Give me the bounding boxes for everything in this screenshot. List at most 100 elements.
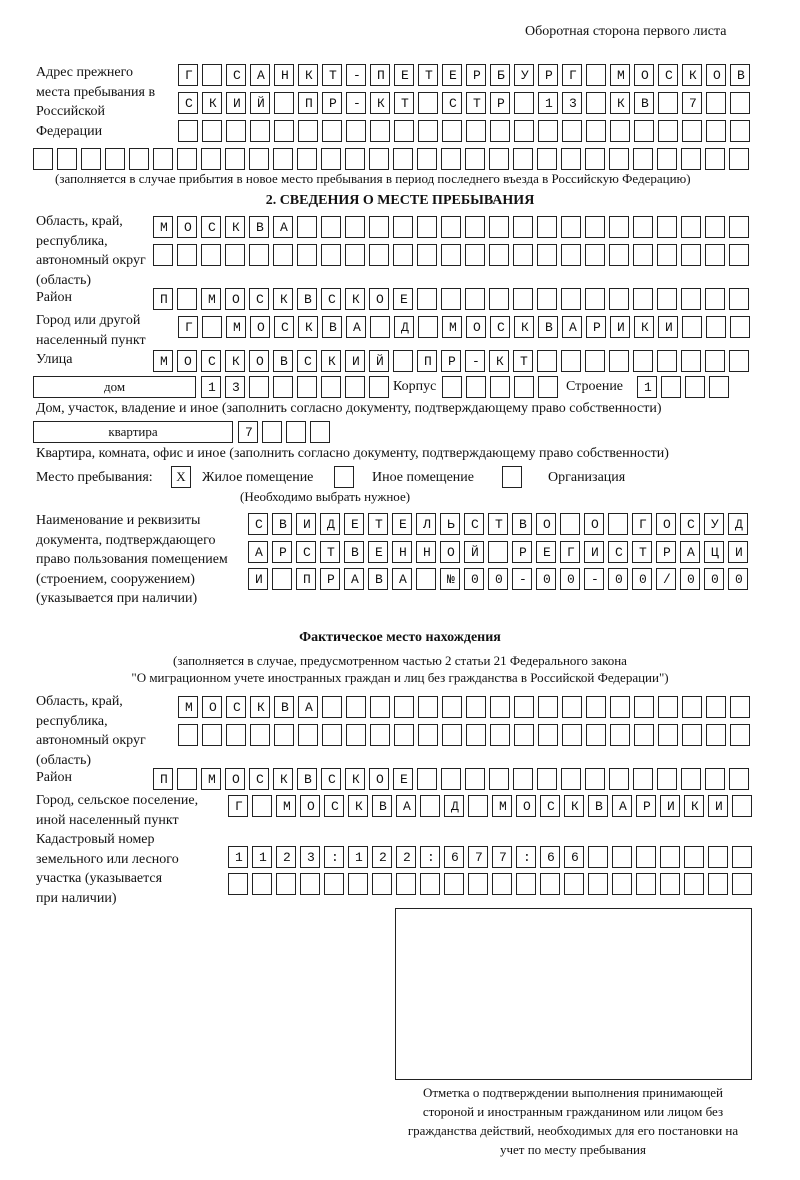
char-cell[interactable] [418,316,438,338]
char-cell[interactable] [610,724,630,746]
char-cell[interactable] [226,316,246,338]
char-cell[interactable] [417,148,437,170]
char-cell[interactable] [684,795,704,817]
char-cell[interactable] [320,568,340,590]
char-cell[interactable] [490,92,510,114]
char-cell[interactable] [561,244,581,266]
char-cell[interactable] [322,696,342,718]
char-cell[interactable] [536,568,556,590]
char-cell[interactable] [394,120,414,142]
char-cell[interactable] [585,244,605,266]
char-cell[interactable] [178,92,198,114]
char-cell[interactable] [609,216,629,238]
char-cell[interactable] [706,696,726,718]
char-cell[interactable] [465,350,485,372]
char-cell[interactable] [537,216,557,238]
char-cell[interactable] [636,846,656,868]
char-cell[interactable] [729,216,749,238]
char-cell[interactable] [272,568,292,590]
char-cell[interactable] [705,288,725,310]
apartment-type-field[interactable]: квартира [33,421,233,443]
char-cell[interactable] [248,541,268,563]
char-cell[interactable] [730,696,750,718]
char-cell[interactable] [705,768,725,790]
char-cell[interactable] [372,846,392,868]
char-cell[interactable] [538,92,558,114]
char-cell[interactable] [417,768,437,790]
char-cell[interactable] [564,846,584,868]
char-cell[interactable] [298,120,318,142]
char-cell[interactable] [202,92,222,114]
char-cell[interactable] [537,148,557,170]
char-cell[interactable] [345,216,365,238]
char-cell[interactable] [248,568,268,590]
char-cell[interactable] [561,350,581,372]
char-cell[interactable] [732,795,752,817]
char-cell[interactable] [201,148,221,170]
char-cell[interactable] [705,148,725,170]
char-cell[interactable] [514,724,534,746]
char-cell[interactable] [610,316,630,338]
char-cell[interactable] [705,216,725,238]
char-cell[interactable] [730,724,750,746]
char-cell[interactable] [441,244,461,266]
char-cell[interactable] [488,568,508,590]
char-cell[interactable] [538,316,558,338]
char-cell[interactable] [658,724,678,746]
char-cell[interactable] [633,216,653,238]
char-cell[interactable] [657,288,677,310]
char-cell[interactable] [394,92,414,114]
char-cell[interactable] [465,244,485,266]
char-cell[interactable] [513,350,533,372]
char-cell[interactable] [612,846,632,868]
char-cell[interactable] [57,148,77,170]
char-cell[interactable] [369,350,389,372]
char-cell[interactable] [660,873,680,895]
char-cell[interactable] [488,513,508,535]
char-cell[interactable] [490,376,510,398]
char-cell[interactable] [322,724,342,746]
char-cell[interactable] [322,316,342,338]
char-cell[interactable] [586,724,606,746]
char-cell[interactable] [81,148,101,170]
char-cell[interactable] [704,541,724,563]
char-cell[interactable] [585,350,605,372]
char-cell[interactable] [680,513,700,535]
char-cell[interactable] [262,421,282,443]
char-cell[interactable] [370,120,390,142]
char-cell[interactable] [465,768,485,790]
char-cell[interactable] [394,64,414,86]
char-cell[interactable] [680,568,700,590]
char-cell[interactable] [372,795,392,817]
char-cell[interactable] [226,92,246,114]
char-cell[interactable] [612,873,632,895]
char-cell[interactable] [704,568,724,590]
char-cell[interactable] [512,513,532,535]
char-cell[interactable] [276,795,296,817]
char-cell[interactable] [201,768,221,790]
char-cell[interactable] [609,244,629,266]
char-cell[interactable] [228,795,248,817]
char-cell[interactable] [297,768,317,790]
char-cell[interactable] [633,288,653,310]
char-cell[interactable] [321,288,341,310]
char-cell[interactable] [272,541,292,563]
char-cell[interactable] [320,541,340,563]
char-cell[interactable] [345,288,365,310]
char-cell[interactable] [540,846,560,868]
char-cell[interactable] [418,696,438,718]
char-cell[interactable] [632,568,652,590]
char-cell[interactable] [516,846,536,868]
char-cell[interactable] [657,216,677,238]
char-cell[interactable] [201,288,221,310]
char-cell[interactable] [561,768,581,790]
char-cell[interactable] [489,350,509,372]
char-cell[interactable] [370,316,390,338]
char-cell[interactable] [250,316,270,338]
char-cell[interactable] [730,92,750,114]
char-cell[interactable] [296,513,316,535]
char-cell[interactable] [561,288,581,310]
char-cell[interactable] [420,846,440,868]
char-cell[interactable] [252,795,272,817]
char-cell[interactable] [274,316,294,338]
